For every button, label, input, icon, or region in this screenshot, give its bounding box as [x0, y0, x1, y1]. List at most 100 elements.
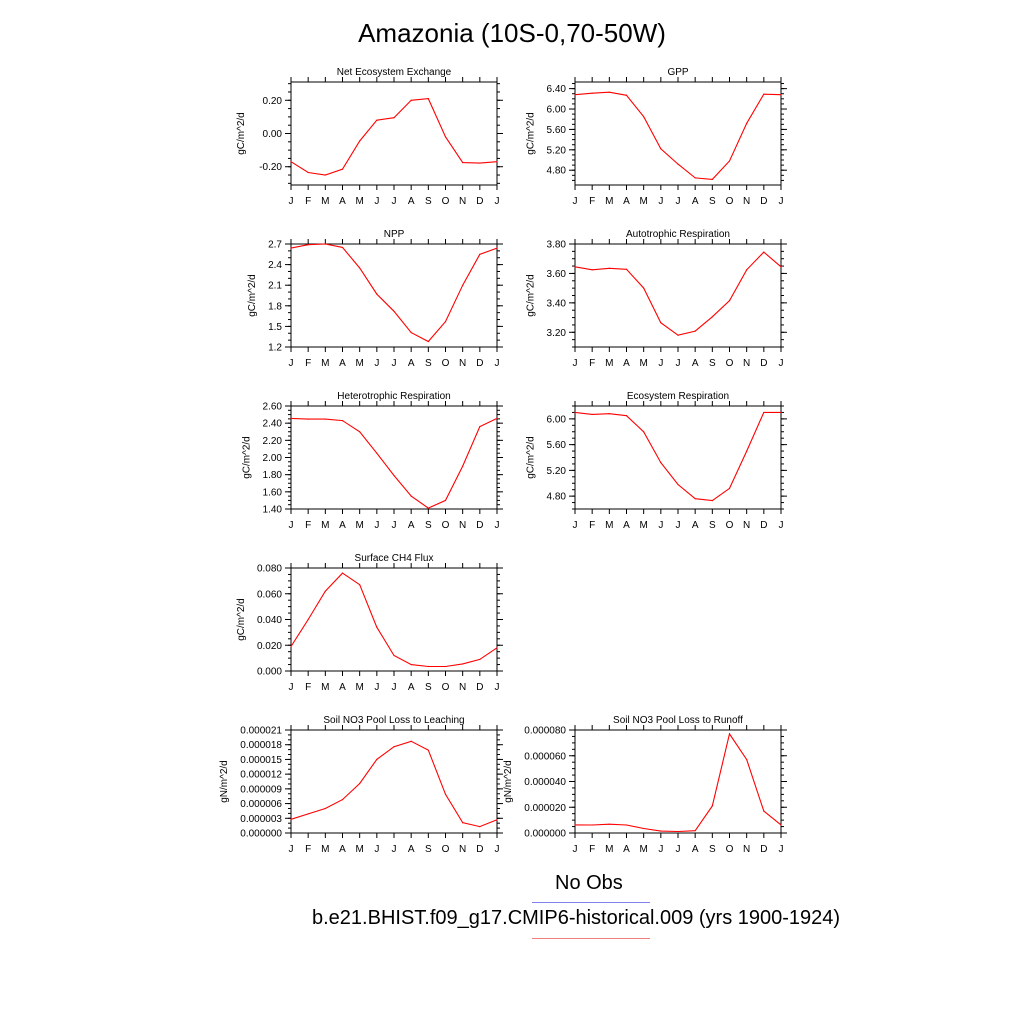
y-tick-label: 0.00 [263, 129, 283, 140]
data-point [711, 805, 713, 807]
x-tick-label: A [339, 844, 346, 855]
x-tick-label: A [408, 358, 415, 369]
y-tick-label: 1.80 [263, 470, 283, 481]
x-tick-label: M [355, 844, 363, 855]
data-point [376, 758, 378, 761]
data-point [462, 284, 464, 286]
data-point [324, 418, 326, 420]
y-axis-label: gC/m^2/d [526, 112, 537, 155]
y-tick-label: 0.000009 [240, 784, 282, 795]
y-tick-label: 0.000020 [524, 803, 566, 814]
x-tick-label: N [459, 520, 466, 531]
series-line [574, 251, 782, 336]
data-point [444, 499, 447, 502]
data-point [393, 474, 395, 477]
x-tick-label: J [392, 844, 397, 855]
y-tick-label: 1.60 [263, 487, 283, 498]
x-tick-label: A [623, 844, 630, 855]
data-point [410, 495, 412, 497]
plot-frame [574, 81, 782, 186]
data-point [359, 267, 361, 269]
legend-line-model [532, 938, 650, 939]
data-point [608, 823, 610, 825]
y-tick-label: 2.60 [263, 402, 283, 413]
x-tick-label: D [760, 358, 767, 369]
x-tick-label: S [709, 844, 716, 855]
data-point [427, 340, 429, 343]
data-point [427, 98, 429, 100]
x-tick-label: J [573, 358, 578, 369]
data-point [290, 247, 292, 249]
plot-frame [290, 729, 498, 834]
data-point [763, 93, 765, 95]
x-tick-label: J [374, 844, 379, 855]
data-point [496, 247, 498, 249]
x-tick-label: J [779, 196, 784, 207]
x-tick-label: O [442, 682, 450, 693]
x-tick-label: D [476, 844, 483, 855]
data-point [643, 116, 645, 118]
data-point [393, 746, 395, 748]
data-point [574, 411, 576, 414]
x-tick-label: A [692, 358, 699, 369]
x-tick-label: J [495, 358, 500, 369]
x-tick-label: A [623, 196, 630, 207]
x-tick-label: J [495, 682, 500, 693]
x-tick-label: N [459, 682, 466, 693]
x-tick-label: J [573, 844, 578, 855]
data-point [479, 162, 481, 164]
data-point [763, 251, 765, 253]
data-point [376, 452, 378, 454]
plot-frame [574, 243, 782, 348]
data-point [324, 174, 326, 176]
x-tick-label: F [305, 682, 311, 693]
x-tick-label: J [676, 196, 681, 207]
x-tick-label: F [305, 196, 311, 207]
data-point [643, 827, 645, 830]
y-tick-label: 5.60 [547, 440, 567, 451]
data-point [324, 590, 326, 592]
x-tick-label: A [408, 520, 415, 531]
data-point [444, 320, 447, 323]
data-point [359, 782, 361, 785]
x-tick-label: J [392, 682, 397, 693]
x-tick-label: A [408, 844, 415, 855]
data-point [393, 117, 395, 119]
data-point [341, 168, 344, 170]
legend-label-obs: No Obs [555, 872, 623, 894]
x-tick-label: M [321, 844, 329, 855]
x-tick-label: O [442, 520, 450, 531]
x-tick-label: N [743, 358, 750, 369]
x-tick-label: J [495, 520, 500, 531]
x-tick-label: D [760, 520, 767, 531]
x-tick-label: M [605, 196, 613, 207]
series-line [290, 572, 498, 668]
data-point [427, 665, 429, 668]
x-tick-label: J [779, 844, 784, 855]
data-point [643, 287, 645, 289]
y-tick-label: 5.20 [547, 466, 567, 477]
data-point [711, 178, 713, 180]
data-point [427, 507, 429, 509]
data-point [780, 411, 782, 414]
x-tick-label: O [442, 196, 450, 207]
chart-title: Ecosystem Respiration [627, 391, 729, 402]
y-tick-label: 1.2 [268, 343, 282, 354]
data-point [728, 160, 731, 162]
data-point [763, 411, 765, 414]
data-point [746, 759, 748, 761]
x-tick-label: J [495, 844, 500, 855]
y-axis-label: gC/m^2/d [236, 112, 247, 155]
y-tick-label: 2.00 [263, 453, 283, 464]
data-point [625, 415, 628, 417]
data-point [608, 267, 610, 269]
data-point [711, 316, 713, 318]
data-point [496, 417, 498, 420]
y-tick-label: 0.000006 [240, 799, 282, 810]
x-tick-label: J [392, 358, 397, 369]
x-tick-label: S [709, 196, 716, 207]
x-tick-label: A [408, 196, 415, 207]
y-tick-label: 3.20 [547, 328, 567, 339]
x-tick-label: J [658, 358, 663, 369]
